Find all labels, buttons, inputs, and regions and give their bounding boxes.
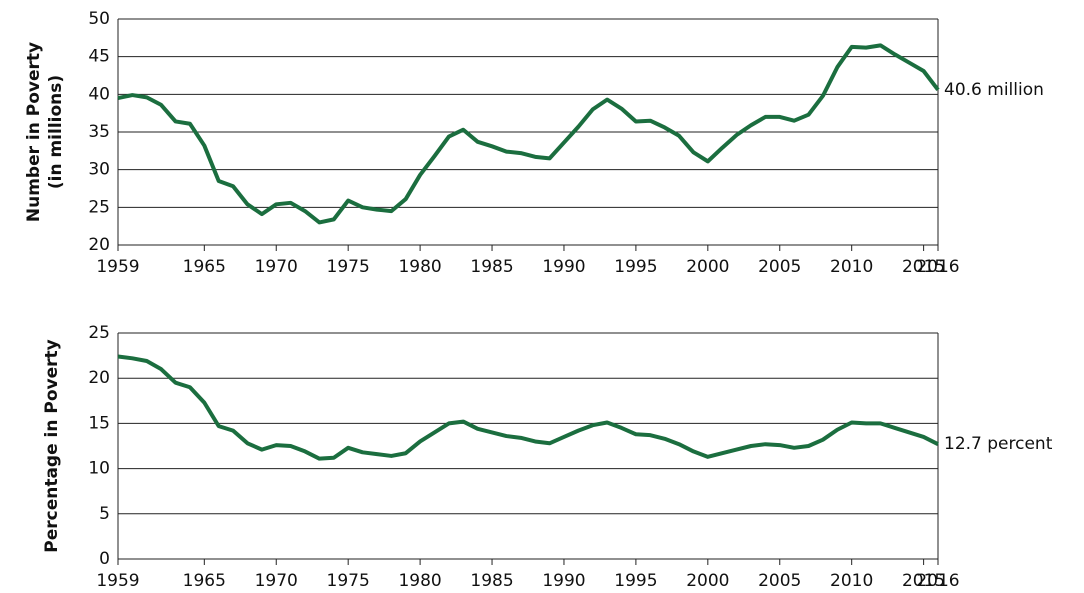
y-axis-title: Percentage in Poverty bbox=[42, 339, 62, 553]
x-tick-label: 1970 bbox=[255, 257, 298, 277]
x-tick-label: 1959 bbox=[96, 257, 139, 277]
x-tick-label: 2005 bbox=[758, 257, 801, 277]
y-tick-label: 0 bbox=[99, 549, 110, 569]
x-tick-label: 1965 bbox=[183, 571, 226, 591]
y-tick-label: 15 bbox=[88, 413, 110, 433]
x-tick-label: 2005 bbox=[758, 571, 801, 591]
x-tick-label: 1959 bbox=[96, 571, 139, 591]
end-label: 12.7 percent bbox=[944, 434, 1053, 454]
x-tick-label: 2015 bbox=[902, 257, 945, 277]
y-axis-title: Number in Poverty (in millions) bbox=[24, 42, 66, 222]
x-tick-label: 1975 bbox=[327, 257, 370, 277]
x-tick-label: 1965 bbox=[183, 257, 226, 277]
x-tick-label: 1990 bbox=[542, 257, 585, 277]
y-axis-title-line: (in millions) bbox=[46, 75, 66, 189]
x-tick-label: 1985 bbox=[470, 571, 513, 591]
y-axis-title-line: Number in Poverty bbox=[24, 42, 44, 222]
end-label: 40.6 million bbox=[944, 80, 1044, 100]
x-tick-label: 1975 bbox=[327, 571, 370, 591]
y-tick-label: 20 bbox=[88, 235, 110, 255]
y-tick-label: 30 bbox=[88, 160, 110, 180]
x-tick-label: 2010 bbox=[830, 571, 873, 591]
x-tick-label: 1990 bbox=[542, 571, 585, 591]
data-line bbox=[117, 354, 939, 461]
x-tick-label: 2016 bbox=[916, 571, 959, 591]
x-tick-label: 1980 bbox=[398, 571, 441, 591]
y-tick-label: 20 bbox=[88, 368, 110, 388]
x-tick-label: 1995 bbox=[614, 257, 657, 277]
x-tick-label: 2010 bbox=[830, 257, 873, 277]
data-line bbox=[117, 43, 940, 225]
y-tick-label: 25 bbox=[88, 323, 110, 343]
x-tick-label: 2016 bbox=[916, 257, 959, 277]
y-axis-title-line: Percentage in Poverty bbox=[42, 339, 62, 553]
x-tick-label: 1995 bbox=[614, 571, 657, 591]
y-tick-label: 50 bbox=[88, 9, 110, 29]
x-tick-label: 1985 bbox=[470, 257, 513, 277]
x-tick-label: 2015 bbox=[902, 571, 945, 591]
y-tick-label: 45 bbox=[88, 47, 110, 67]
x-tick-label: 1980 bbox=[398, 257, 441, 277]
y-tick-label: 40 bbox=[88, 84, 110, 104]
x-tick-label: 2000 bbox=[686, 571, 729, 591]
y-tick-label: 10 bbox=[88, 459, 110, 479]
y-tick-label: 35 bbox=[88, 122, 110, 142]
x-tick-label: 1970 bbox=[255, 571, 298, 591]
y-tick-label: 5 bbox=[99, 504, 110, 524]
y-tick-label: 25 bbox=[88, 197, 110, 217]
x-tick-label: 2000 bbox=[686, 257, 729, 277]
